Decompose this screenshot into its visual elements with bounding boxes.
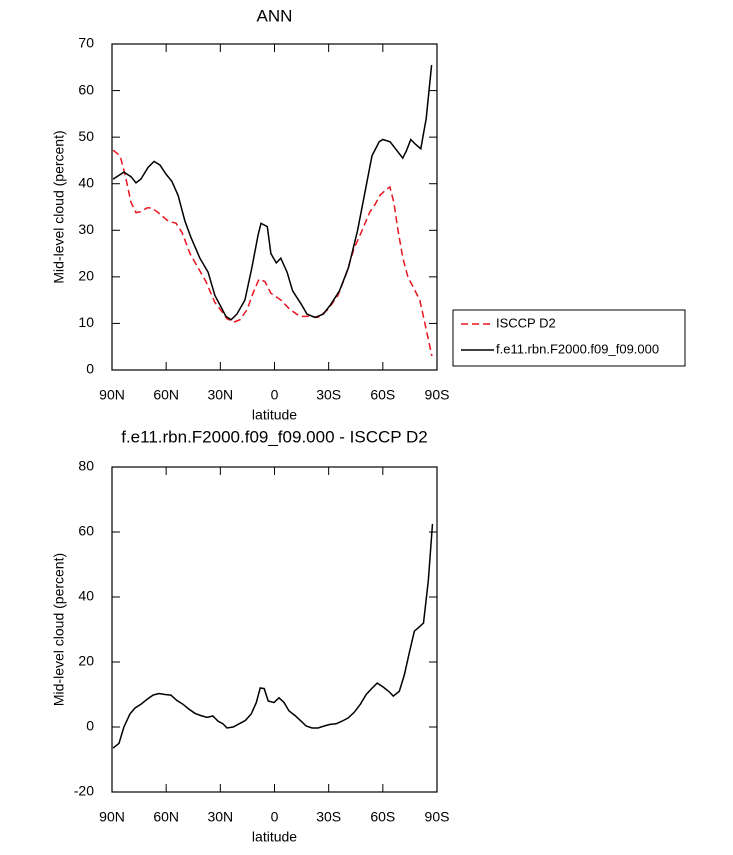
x-tick-label: 90S — [425, 809, 450, 825]
x-axis-label: latitude — [252, 829, 297, 845]
y-tick-label: 50 — [78, 128, 94, 144]
x-tick-label: 60N — [153, 387, 179, 403]
data-line — [112, 64, 433, 321]
x-tick-label: 30N — [207, 387, 233, 403]
x-tick-label: 0 — [271, 809, 279, 825]
data-line — [112, 149, 433, 357]
y-tick-label: 20 — [78, 653, 94, 669]
chart-title: f.e11.rbn.F2000.f09_f09.000 - ISCCP D2 — [121, 427, 428, 446]
y-tick-label: 80 — [78, 458, 94, 474]
plot-frame — [111, 43, 438, 371]
x-tick-label: 0 — [271, 387, 279, 403]
y-tick-label: 10 — [78, 314, 94, 330]
x-axis-label: latitude — [252, 407, 297, 423]
plot-frame — [111, 466, 438, 793]
x-tick-label: 30S — [316, 387, 341, 403]
data-line — [112, 523, 434, 749]
y-tick-label: 20 — [78, 268, 94, 284]
x-tick-label: 30S — [316, 809, 341, 825]
legend-box — [452, 309, 686, 367]
y-axis-label: Mid-level cloud (percent) — [51, 553, 67, 706]
chart-title: ANN — [257, 6, 293, 25]
x-tick-label: 90N — [99, 809, 125, 825]
y-tick-label: 60 — [78, 81, 94, 97]
y-tick-label: 70 — [78, 35, 94, 51]
y-tick-label: 40 — [78, 174, 94, 190]
y-tick-label: 60 — [78, 523, 94, 539]
x-tick-label: 90S — [425, 387, 450, 403]
x-tick-label: 60N — [153, 809, 179, 825]
legend-label: f.e11.rbn.F2000.f09_f09.000 — [496, 341, 659, 356]
y-axis-label: Mid-level cloud (percent) — [51, 130, 67, 283]
y-tick-label: 40 — [78, 588, 94, 604]
y-tick-label: 0 — [86, 361, 94, 377]
x-tick-label: 60S — [370, 387, 395, 403]
legend-label: ISCCP D2 — [496, 315, 556, 330]
y-tick-label: -20 — [74, 783, 94, 799]
x-tick-label: 60S — [370, 809, 395, 825]
x-tick-label: 90N — [99, 387, 125, 403]
y-tick-label: 30 — [78, 221, 94, 237]
x-tick-label: 30N — [207, 809, 233, 825]
y-tick-label: 0 — [86, 718, 94, 734]
